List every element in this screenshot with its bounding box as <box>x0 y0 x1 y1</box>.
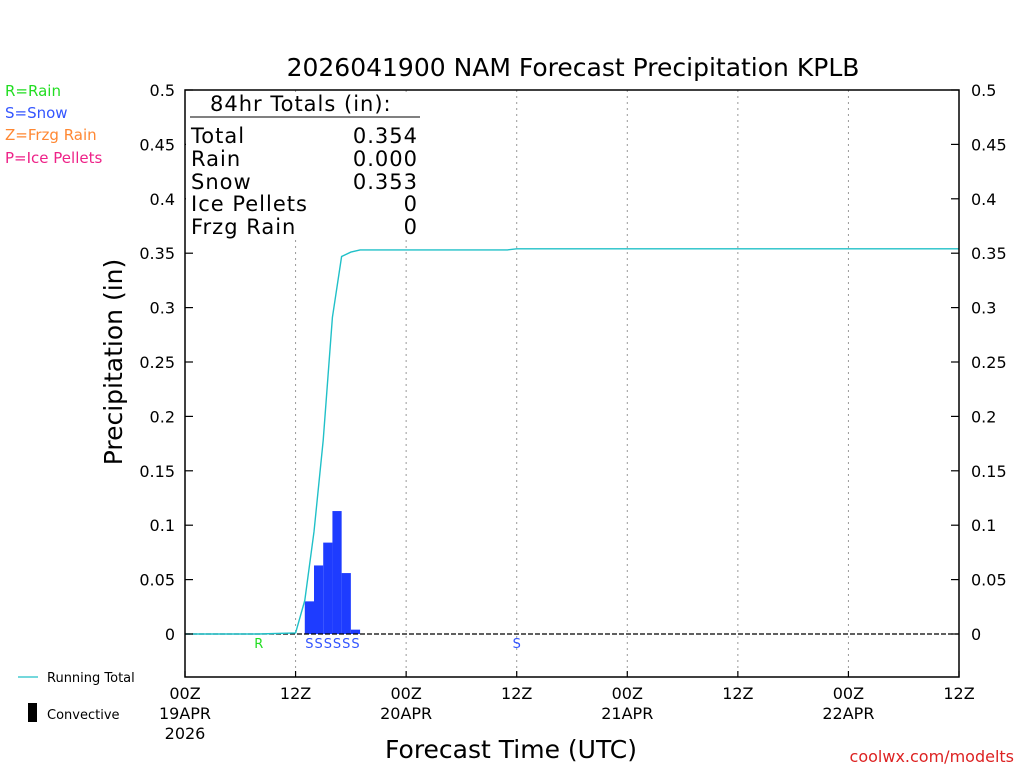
precip-bar <box>323 542 333 634</box>
x-tick-label: 12Z <box>943 684 974 703</box>
running-total-series <box>185 248 959 635</box>
y-tick-label-left: 0.5 <box>150 81 175 100</box>
running-total-legend-label: Running Total <box>47 671 135 686</box>
x-tick-date: 21APR <box>601 704 653 723</box>
totals-label-total: Total <box>190 124 245 148</box>
ptype-marker-snow: S <box>305 637 313 652</box>
y-tick-label-left: 0.3 <box>150 299 175 318</box>
x-axis-label: Forecast Time (UTC) <box>385 735 637 764</box>
x-tick-label: 00Z <box>390 684 421 703</box>
legend-freezing-rain: Z=Frzg Rain <box>5 126 97 144</box>
axes: 0 00.05 0.050.1 0.10.15 0.150.2 0.20.25 0.250.… <box>139 81 1006 743</box>
totals-label-frzg-rain: Frzg Rain <box>191 215 296 239</box>
ptype-marker-rain: R <box>254 637 263 652</box>
legend-snow: S=Snow <box>5 104 68 122</box>
plot-frame <box>184 89 960 678</box>
totals-value-snow: 0.353 <box>353 170 418 194</box>
totals-header: 84hr Totals (in): <box>210 92 392 116</box>
totals-value-ice-pellets: 0 <box>404 192 418 216</box>
legend-ice-pellets: P=Ice Pellets <box>5 149 102 167</box>
precip-bar <box>341 573 351 634</box>
y-tick-label-left: 0.4 <box>150 190 175 209</box>
y-tick-label-right: 0 <box>971 625 981 644</box>
totals-label-snow: Snow <box>191 170 252 194</box>
precip-bar <box>314 565 324 634</box>
legend-rain: R=Rain <box>5 82 61 100</box>
totals-value-frzg-rain: 0 <box>404 215 418 239</box>
x-tick-label: 12Z <box>280 684 311 703</box>
totals-box: 84hr Totals (in): Total 0.354 Rain 0.000… <box>186 92 426 239</box>
series-legend: Running Total Convective <box>18 671 135 723</box>
y-tick-label-left: 0 <box>165 625 175 644</box>
chart-title: 2026041900 NAM Forecast Precipitation KP… <box>287 53 860 82</box>
y-tick-label-left: 0.15 <box>139 462 175 481</box>
totals-label-ice-pellets: Ice Pellets <box>191 192 308 216</box>
y-tick-label-left: 0.35 <box>139 244 175 263</box>
y-axis-label: Precipitation (in) <box>99 259 128 466</box>
precip-bar <box>332 511 342 634</box>
x-tick-label: 00Z <box>612 684 643 703</box>
x-tick-date: 22APR <box>822 704 874 723</box>
y-tick-label-right: 0.15 <box>971 462 1007 481</box>
convective-legend-label: Convective <box>47 708 120 723</box>
running-total-line <box>185 248 959 635</box>
ptype-marker-snow: S <box>342 637 350 652</box>
ptype-marker-snow: S <box>351 637 359 652</box>
y-tick-label-left: 0.2 <box>150 407 175 426</box>
convective-legend-swatch <box>28 703 37 722</box>
precip-bars <box>304 511 361 634</box>
precip-bar <box>350 629 361 634</box>
totals-value-rain: 0.000 <box>353 147 418 171</box>
y-tick-label-right: 0.05 <box>971 571 1007 590</box>
totals-value-total: 0.354 <box>353 124 418 148</box>
y-tick-label-right: 0.2 <box>971 407 996 426</box>
y-tick-label-left: 0.05 <box>139 571 175 590</box>
y-tick-label-left: 0.45 <box>139 135 175 154</box>
x-tick-year: 2026 <box>165 724 206 743</box>
x-tick-date: 20APR <box>380 704 432 723</box>
y-tick-label-left: 0.1 <box>150 516 175 535</box>
credit-text: coolwx.com/modelts <box>850 747 1014 766</box>
ptype-marker-snow: S <box>333 637 341 652</box>
y-tick-label-left: 0.25 <box>139 353 175 372</box>
y-tick-label-right: 0.4 <box>971 190 996 209</box>
precip-type-legend: R=Rain S=Snow Z=Frzg Rain P=Ice Pellets <box>5 82 102 167</box>
y-tick-label-right: 0.5 <box>971 81 996 100</box>
ptype-marker-snow: S <box>324 637 332 652</box>
x-tick-date: 19APR <box>159 704 211 723</box>
totals-box-background <box>186 92 426 238</box>
y-tick-label-right: 0.1 <box>971 516 996 535</box>
x-tick-label: 00Z <box>169 684 200 703</box>
x-tick-label: 12Z <box>722 684 753 703</box>
precip-bar <box>304 601 314 634</box>
y-tick-label-right: 0.25 <box>971 353 1007 372</box>
x-tick-label: 00Z <box>833 684 864 703</box>
ptype-marker-snow: S <box>314 637 322 652</box>
y-tick-label-right: 0.3 <box>971 299 996 318</box>
x-tick-label: 12Z <box>501 684 532 703</box>
y-tick-label-right: 0.35 <box>971 244 1007 263</box>
totals-label-rain: Rain <box>191 147 241 171</box>
y-tick-label-right: 0.45 <box>971 135 1007 154</box>
ptype-marker-snow: S <box>513 637 521 652</box>
